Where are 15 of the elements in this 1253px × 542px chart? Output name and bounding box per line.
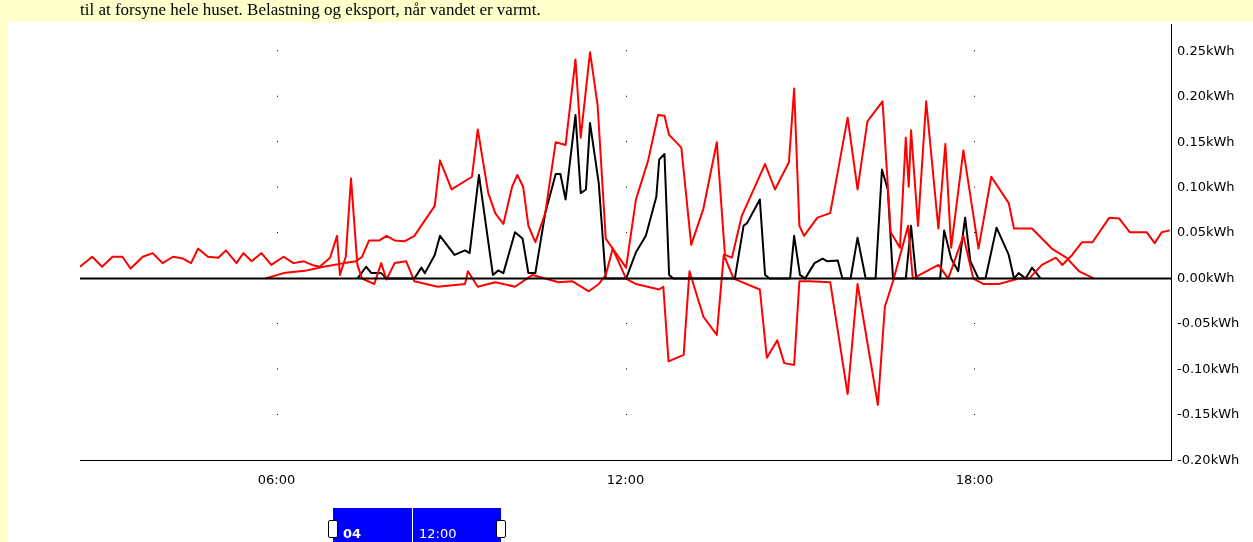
y-tick-label: 0.25kWh xyxy=(1177,42,1235,58)
y-tick-label: 0.20kWh xyxy=(1177,88,1235,104)
x-tick-label: 18:00 xyxy=(955,471,994,487)
y-tick-label: 0.15kWh xyxy=(1177,133,1235,149)
y-tick-label: -0.10kWh xyxy=(1177,360,1240,376)
time-range-slider: 04 12:00 xyxy=(333,508,501,542)
text: til at forsyne hele huset. Belastning og eksport, når vandet er varmt. xyxy=(80,0,541,20)
y-tick-label: 0.10kWh xyxy=(1177,179,1235,195)
y-tick-label: 0.05kWh xyxy=(1177,224,1235,240)
y-tick-label: -0.05kWh xyxy=(1177,315,1240,331)
y-tick-label: -0.20kWh xyxy=(1177,451,1240,467)
y-tick-label: 0.00kWh xyxy=(1177,269,1235,285)
x-tick-label: 06:00 xyxy=(257,471,296,487)
y-tick-label: -0.15kWh xyxy=(1177,406,1240,422)
x-tick-label: 12:00 xyxy=(606,471,645,487)
